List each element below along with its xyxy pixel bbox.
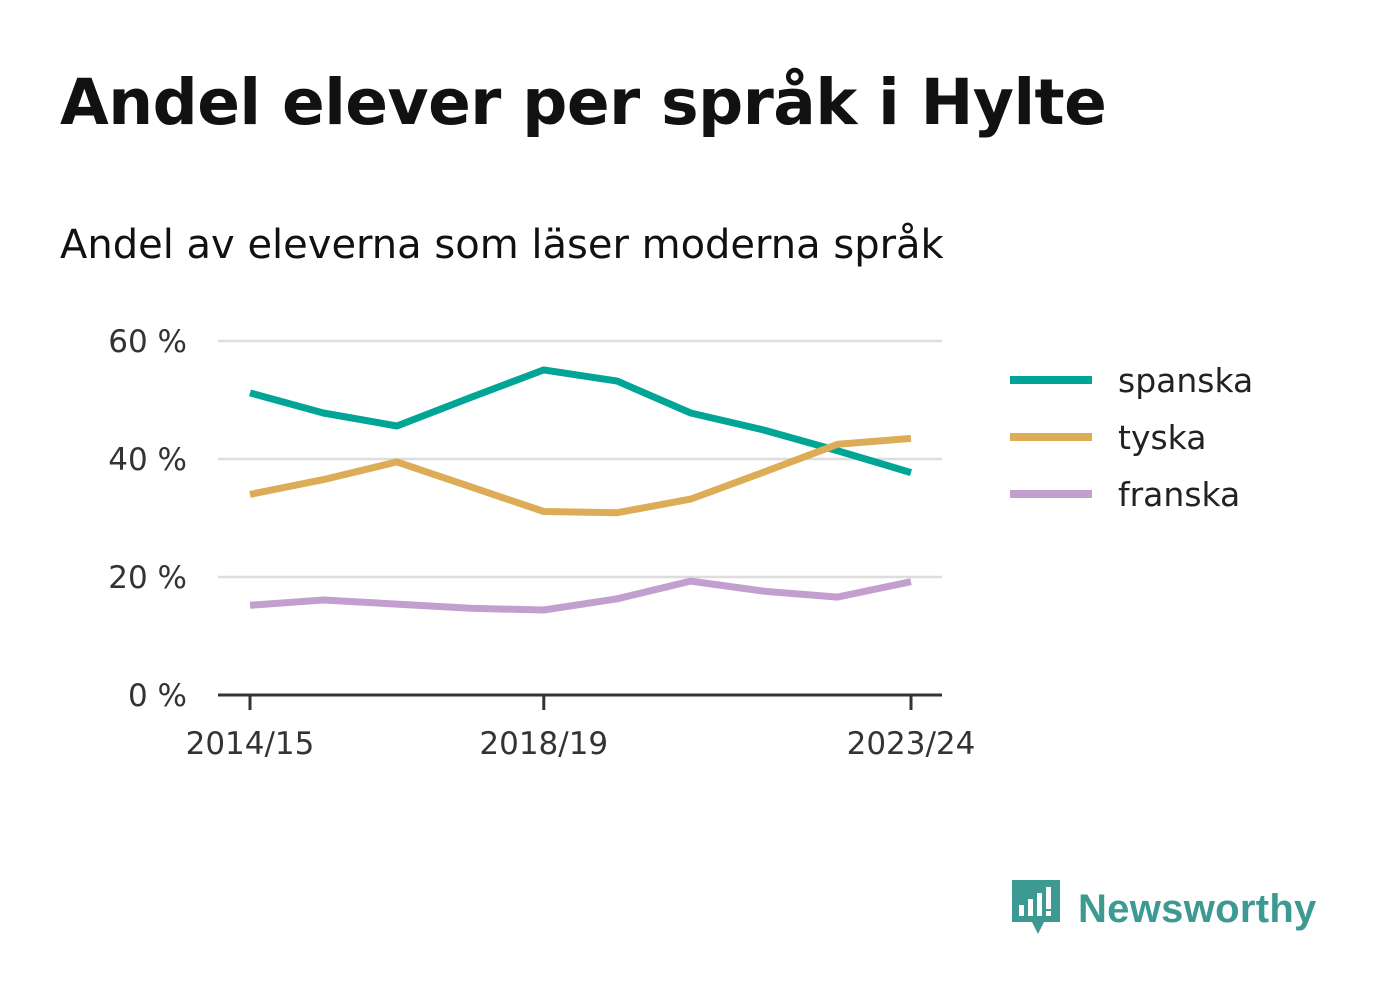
legend-label-tyska: tyska bbox=[1118, 418, 1206, 457]
x-tick-label: 2014/15 bbox=[186, 726, 315, 762]
legend-label-spanska: spanska bbox=[1118, 361, 1253, 400]
y-tick-label: 40 % bbox=[108, 442, 187, 478]
y-tick-label: 20 % bbox=[108, 560, 187, 596]
legend-label-franska: franska bbox=[1118, 475, 1240, 514]
legend: spanska tyska franska bbox=[1010, 361, 1253, 514]
x-tick-label: 2023/24 bbox=[847, 726, 976, 762]
series-lines bbox=[249, 366, 913, 614]
series-line-spanska bbox=[249, 366, 913, 476]
y-tick-label: 0 % bbox=[128, 678, 187, 714]
grid: 0 % 20 % 40 % 60 % bbox=[108, 324, 942, 714]
x-tick-label: 2018/19 bbox=[479, 726, 608, 762]
chart-title: Andel elever per språk i Hylte bbox=[60, 66, 1107, 139]
newsworthy-logo-icon bbox=[1012, 880, 1060, 934]
chart-subtitle: Andel av eleverna som läser moderna språ… bbox=[60, 222, 944, 268]
brand-logo: Newsworthy bbox=[1010, 878, 1317, 940]
series-line-franska bbox=[249, 577, 912, 614]
brand-name: Newsworthy bbox=[1078, 886, 1317, 931]
x-axis: 2014/15 2018/19 2023/24 bbox=[186, 693, 976, 762]
y-tick-label: 60 % bbox=[108, 324, 187, 360]
series-line-tyska bbox=[249, 434, 912, 517]
